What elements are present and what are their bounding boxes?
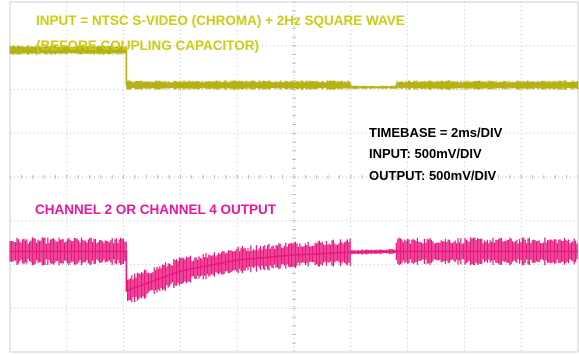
timebase-setting: TIMEBASE = 2ms/DIV xyxy=(369,125,503,140)
trace-output-baseline xyxy=(10,250,578,292)
input-label-line2: (BEFORE COUPLING CAPACITOR) xyxy=(36,38,259,53)
output-scale-setting: OUTPUT: 500mV/DIV xyxy=(369,168,496,183)
trace-input xyxy=(9,45,579,90)
trace-output xyxy=(9,237,578,303)
trace-input-baseline xyxy=(10,49,578,89)
output-label: CHANNEL 2 OR CHANNEL 4 OUTPUT xyxy=(35,202,277,217)
input-scale-setting: INPUT: 500mV/DIV xyxy=(369,146,482,161)
scope-traces xyxy=(9,45,579,303)
input-label-line1: INPUT = NTSC S-VIDEO (CHROMA) + 2Hz SQUA… xyxy=(36,13,405,28)
